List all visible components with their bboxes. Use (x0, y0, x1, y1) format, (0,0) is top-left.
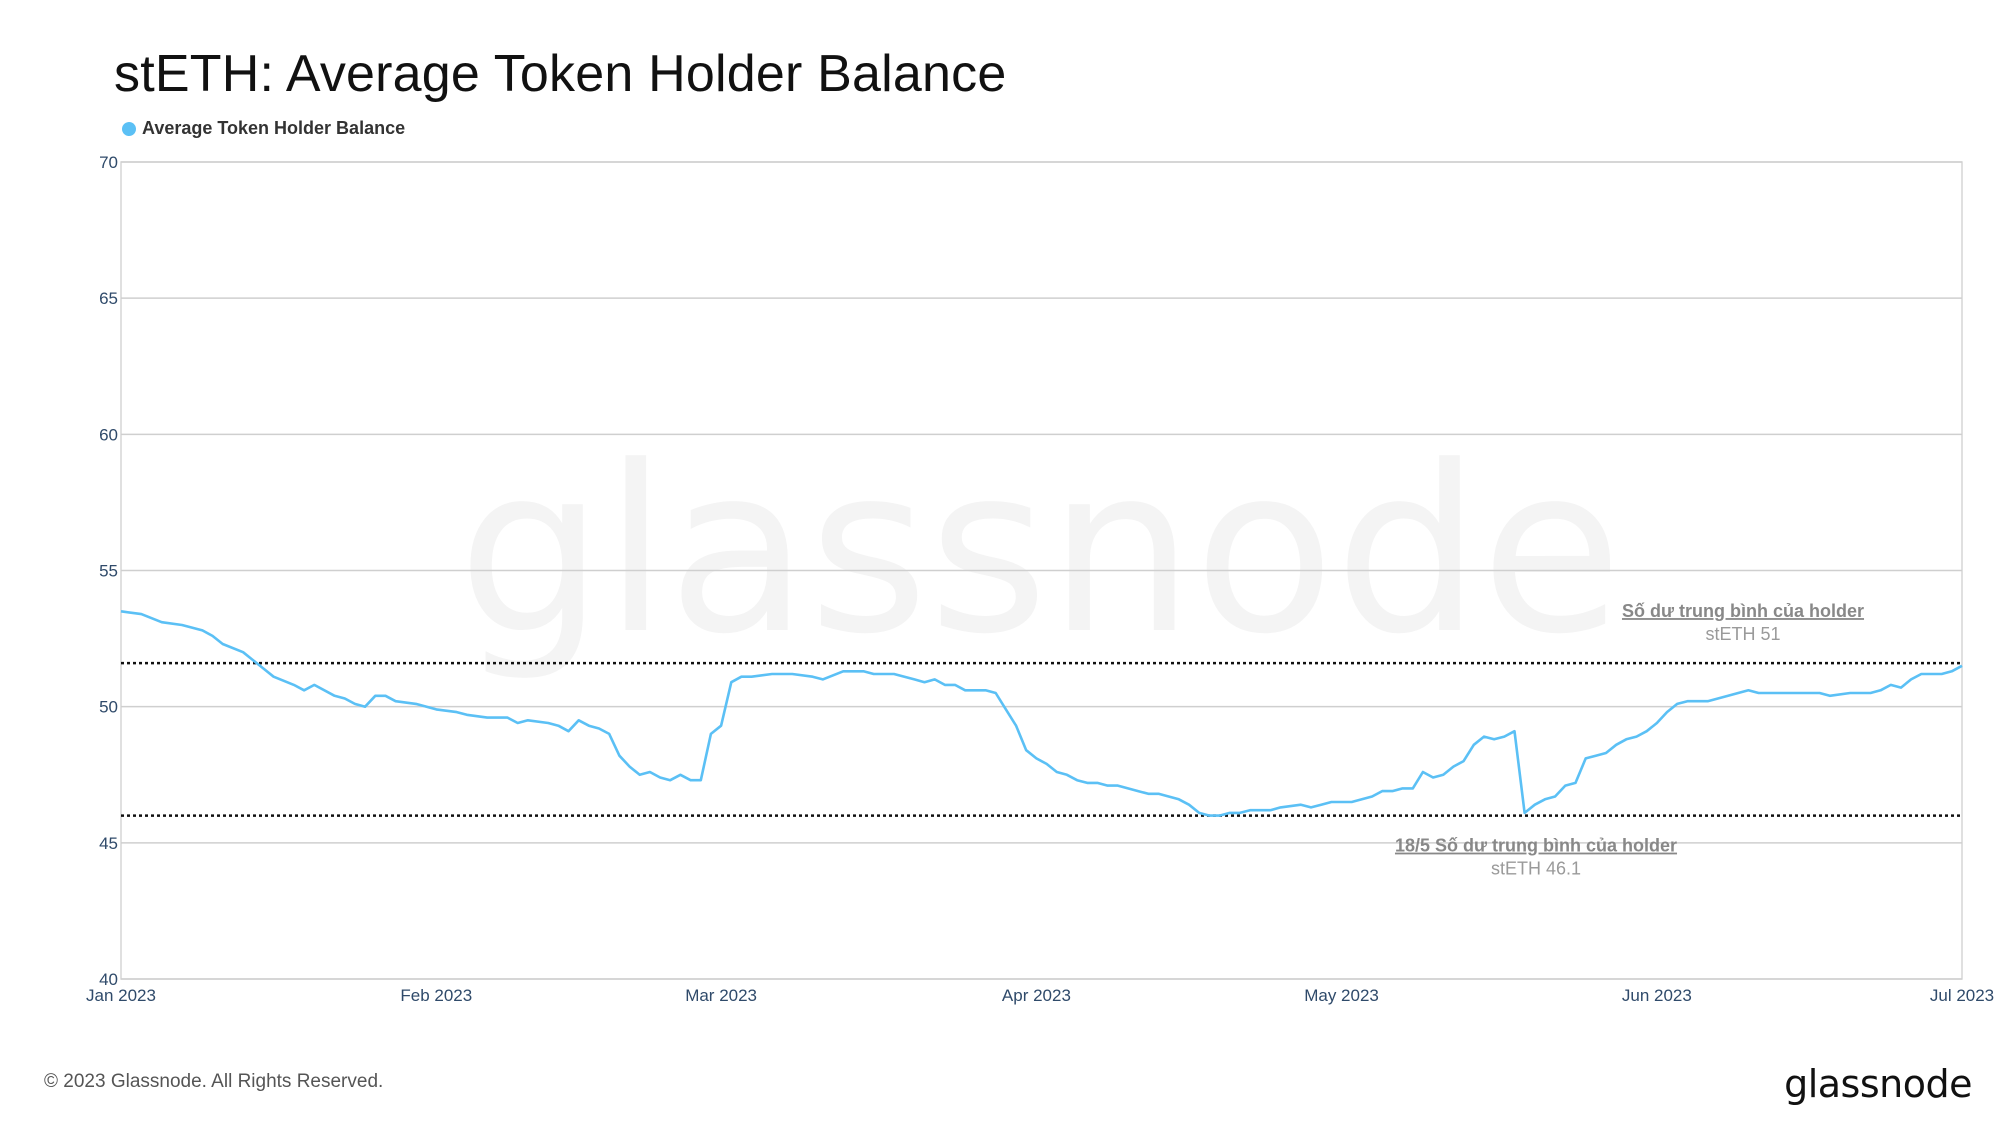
glassnode-logo: glassnode (1784, 1062, 1972, 1106)
y-tick-label: 60 (99, 425, 118, 444)
y-tick-label: 50 (99, 698, 118, 717)
annotations: Số dư trung bình của holder stETH 51 18/5 … (1395, 601, 1864, 879)
annotation-title: Số dư trung bình của holder (1622, 601, 1864, 621)
legend[interactable]: Average Token Holder Balance (122, 118, 405, 139)
x-axis: Jan 2023 Feb 2023 Mar 2023 Apr 2023 May 2023… (86, 986, 1994, 1005)
y-tick-label: 55 (99, 562, 118, 581)
y-axis: 40 45 50 55 60 65 70 (99, 153, 118, 989)
y-tick-label: 45 (99, 834, 118, 853)
x-tick-label: Jun 2023 (1622, 986, 1692, 1005)
x-tick-label: May 2023 (1304, 986, 1379, 1005)
reference-lines (121, 661, 1962, 817)
legend-swatch (122, 121, 136, 136)
series-group (120, 610, 1963, 817)
annotation-subtitle: stETH 51 (1705, 624, 1780, 644)
x-tick-label: Jul 2023 (1930, 986, 1994, 1005)
grid (120, 161, 1963, 980)
annotation-subtitle: stETH 46.1 (1491, 859, 1581, 879)
legend-label: Average Token Holder Balance (142, 118, 406, 138)
chart-title: stETH: Average Token Holder Balance (114, 45, 1007, 103)
watermark: glassnode (458, 418, 1623, 685)
x-tick-label: Apr 2023 (1002, 986, 1071, 1005)
annotation-title: 18/5 Số dư trung bình của holder (1395, 836, 1677, 856)
series-line (120, 610, 1963, 817)
copyright-text: © 2023 Glassnode. All Rights Reserved. (44, 1071, 384, 1092)
x-tick-label: Jan 2023 (86, 986, 156, 1005)
y-tick-label: 70 (99, 153, 118, 172)
x-tick-label: Feb 2023 (400, 986, 472, 1005)
y-tick-label: 40 (99, 970, 118, 989)
y-tick-label: 65 (99, 289, 118, 308)
x-tick-label: Mar 2023 (685, 986, 757, 1005)
